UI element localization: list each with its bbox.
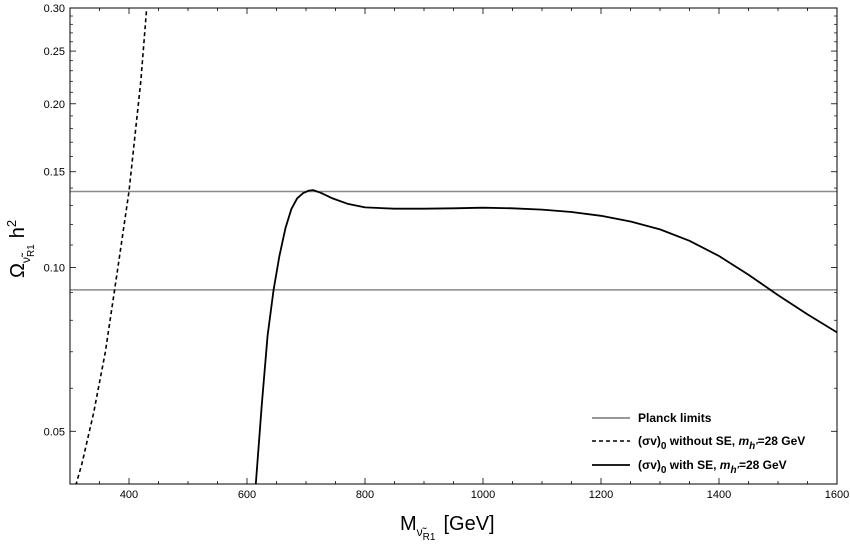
x-axis-title: Mν̃R1 [GeV]	[400, 513, 495, 543]
legend: Planck limits (σv)0 without SE, mh'=28 Ge…	[592, 411, 805, 476]
y-axis-title-subsub: R1	[26, 244, 37, 257]
y-axis-title-sup: 2	[4, 220, 19, 227]
y-axis-title: Ων̃R1 h2	[4, 220, 37, 278]
x-axis-units: [GeV]	[443, 513, 494, 535]
x-axis-title-main: M	[400, 513, 417, 535]
y-tick-label: 0.20	[44, 99, 65, 111]
y-tick-label: 0.15	[44, 167, 65, 179]
x-axis-title-sub: ν̃	[417, 525, 428, 539]
x-tick-label: 1200	[589, 489, 613, 501]
x-axis-title-subsub: R1	[423, 532, 436, 543]
y-axis-title-main: Ω	[7, 263, 29, 278]
x-tick-label: 600	[238, 489, 256, 501]
y-axis-title-sub: ν̃	[19, 252, 33, 263]
y-tick-label: 0.30	[44, 3, 65, 15]
y-axis-title-tail: h	[7, 227, 29, 238]
y-tick-label: 0.05	[44, 426, 65, 438]
x-tick-label: 1400	[707, 489, 731, 501]
series-without-se-line	[75, 8, 148, 484]
x-axis-ticks: 400 600 800 1000 1200 1400 1600	[69, 8, 849, 501]
x-tick-label: 1000	[471, 489, 495, 501]
y-axis-ticks: 0.05 0.10 0.15 0.20 0.25 0.30	[44, 3, 837, 438]
legend-label-3: (σv)0 with SE, mh'=28 GeV	[638, 458, 787, 476]
series-with-se-line	[254, 189, 837, 484]
legend-label-2: (σv)0 without SE, mh'=28 GeV	[638, 434, 805, 452]
y-tick-label: 0.25	[44, 46, 65, 58]
data-series	[75, 8, 837, 484]
x-tick-label: 1600	[825, 489, 849, 501]
y-tick-label: 0.10	[44, 263, 65, 275]
planck-limit-lines	[70, 190, 837, 291]
x-tick-label: 400	[120, 489, 138, 501]
legend-label-1: Planck limits	[638, 411, 712, 425]
x-tick-label: 800	[356, 489, 374, 501]
